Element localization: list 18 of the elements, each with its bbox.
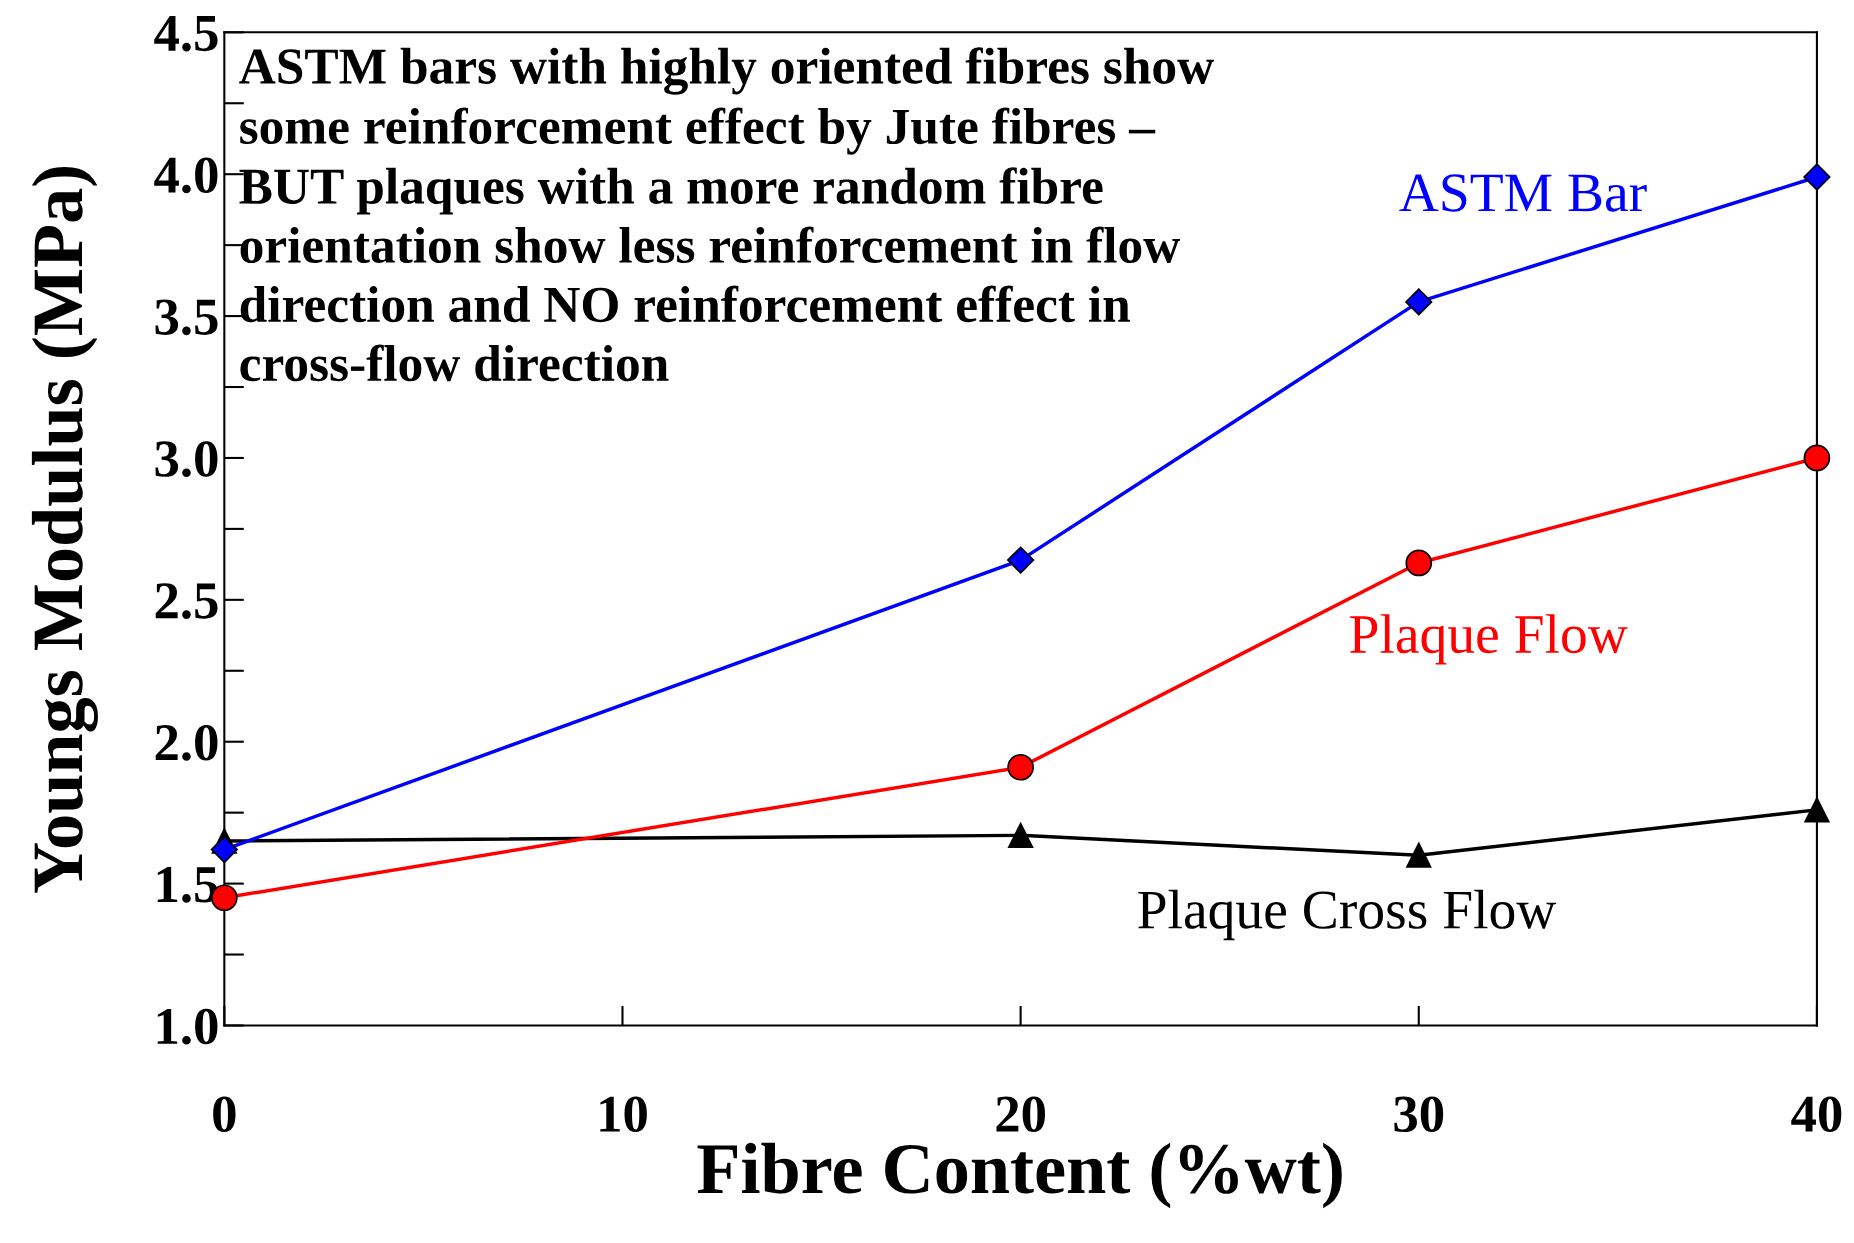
series-label: Plaque Cross Flow xyxy=(1138,889,1557,941)
x-tick-label: 10 xyxy=(600,1096,647,1133)
series-label: Plaque Flow xyxy=(1350,614,1628,665)
y-tick-label: 2.5 xyxy=(155,583,218,619)
y-tick-label: 4.0 xyxy=(154,157,218,194)
x-tick-label: 0 xyxy=(213,1096,236,1133)
annotation: ASTM bars with highly oriented fibres show some reinforcement effect by Jute fibres – BUT plaques with a more random fibre orientation show less reinforcement in flow direction and NO reinforcement effect in cross-flow direction xyxy=(239,47,1214,382)
x-tick-label: 20 xyxy=(996,1096,1045,1133)
x-tick-label: 40 xyxy=(1791,1096,1842,1133)
y-tick-label: 3.5 xyxy=(155,299,218,336)
y-tick-label: 3.0 xyxy=(155,441,218,478)
x-tick-label: 30 xyxy=(1394,1096,1444,1133)
series-label: ASTM Bar xyxy=(1399,174,1647,212)
y-tick-label: 4.5 xyxy=(154,15,218,52)
x-axis-title: Fibre Content (%wt) xyxy=(697,1142,1342,1209)
y-axis-title: Youngs Modulus (MPa) xyxy=(31,166,98,893)
y-tick-label: 2.0 xyxy=(155,724,218,761)
y-tick-label: 1.0 xyxy=(157,1008,218,1045)
